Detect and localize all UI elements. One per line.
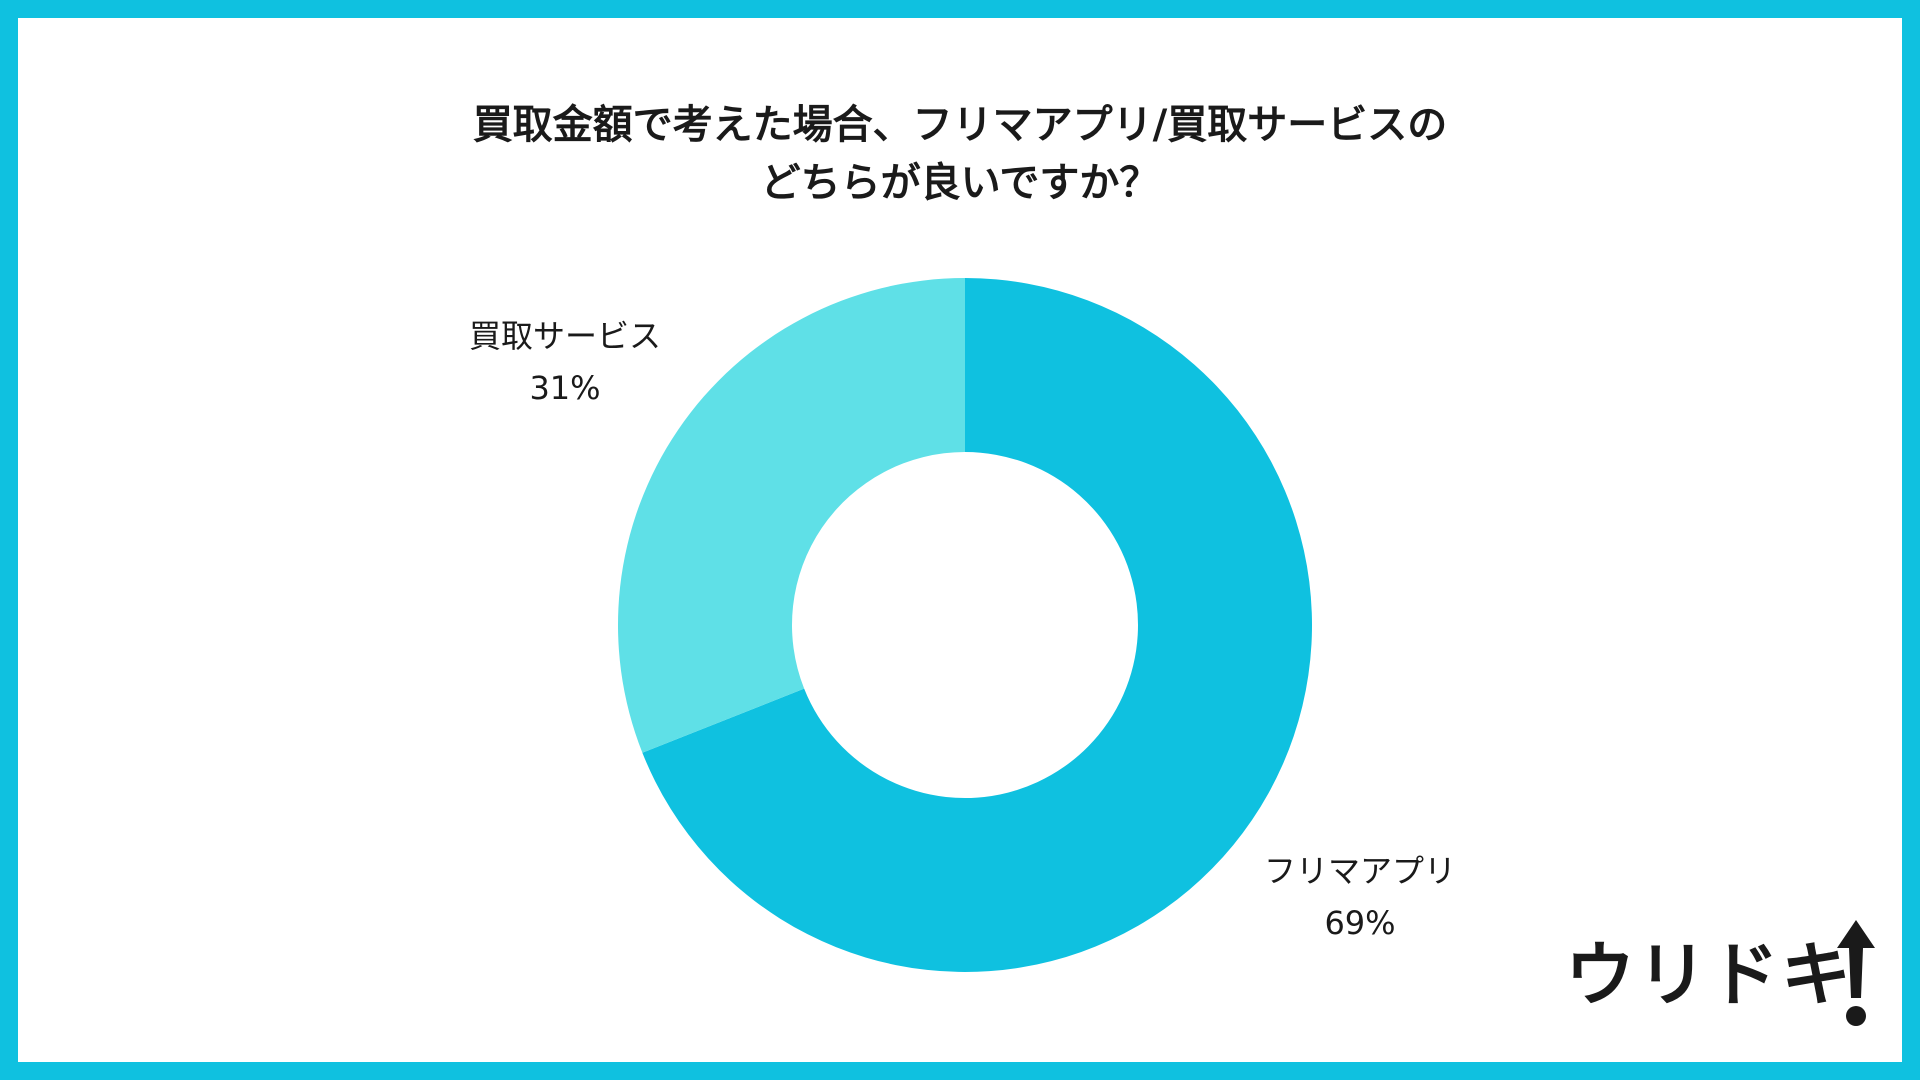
slice-label-kaitori-service-value: 31% [529,369,601,407]
slice-label-furima-app-name: フリマアプリ [1263,852,1456,890]
uridoki-logo: ウリドキ [1565,910,1875,1030]
chart-title: 買取金額で考えた場合、フリマアプリ/買取サービスの どちらが良いですか？ [0,96,1920,212]
up-arrow-exclamation-icon [1837,920,1875,1026]
slice-label-kaitori-service: 買取サービス 31% [455,310,675,414]
chart-title-line-1: 買取金額で考えた場合、フリマアプリ/買取サービスの [472,102,1448,148]
slice-kaitori-service [618,278,965,753]
slice-label-furima-app-value: 69% [1324,904,1396,942]
slice-label-furima-app: フリマアプリ 69% [1245,845,1475,949]
slice-furima-app [642,278,1312,972]
logo-text: ウリドキ [1565,934,1853,1016]
chart-title-line-2: どちらが良いですか？ [760,160,1160,206]
slice-label-kaitori-service-name: 買取サービス [468,317,661,355]
